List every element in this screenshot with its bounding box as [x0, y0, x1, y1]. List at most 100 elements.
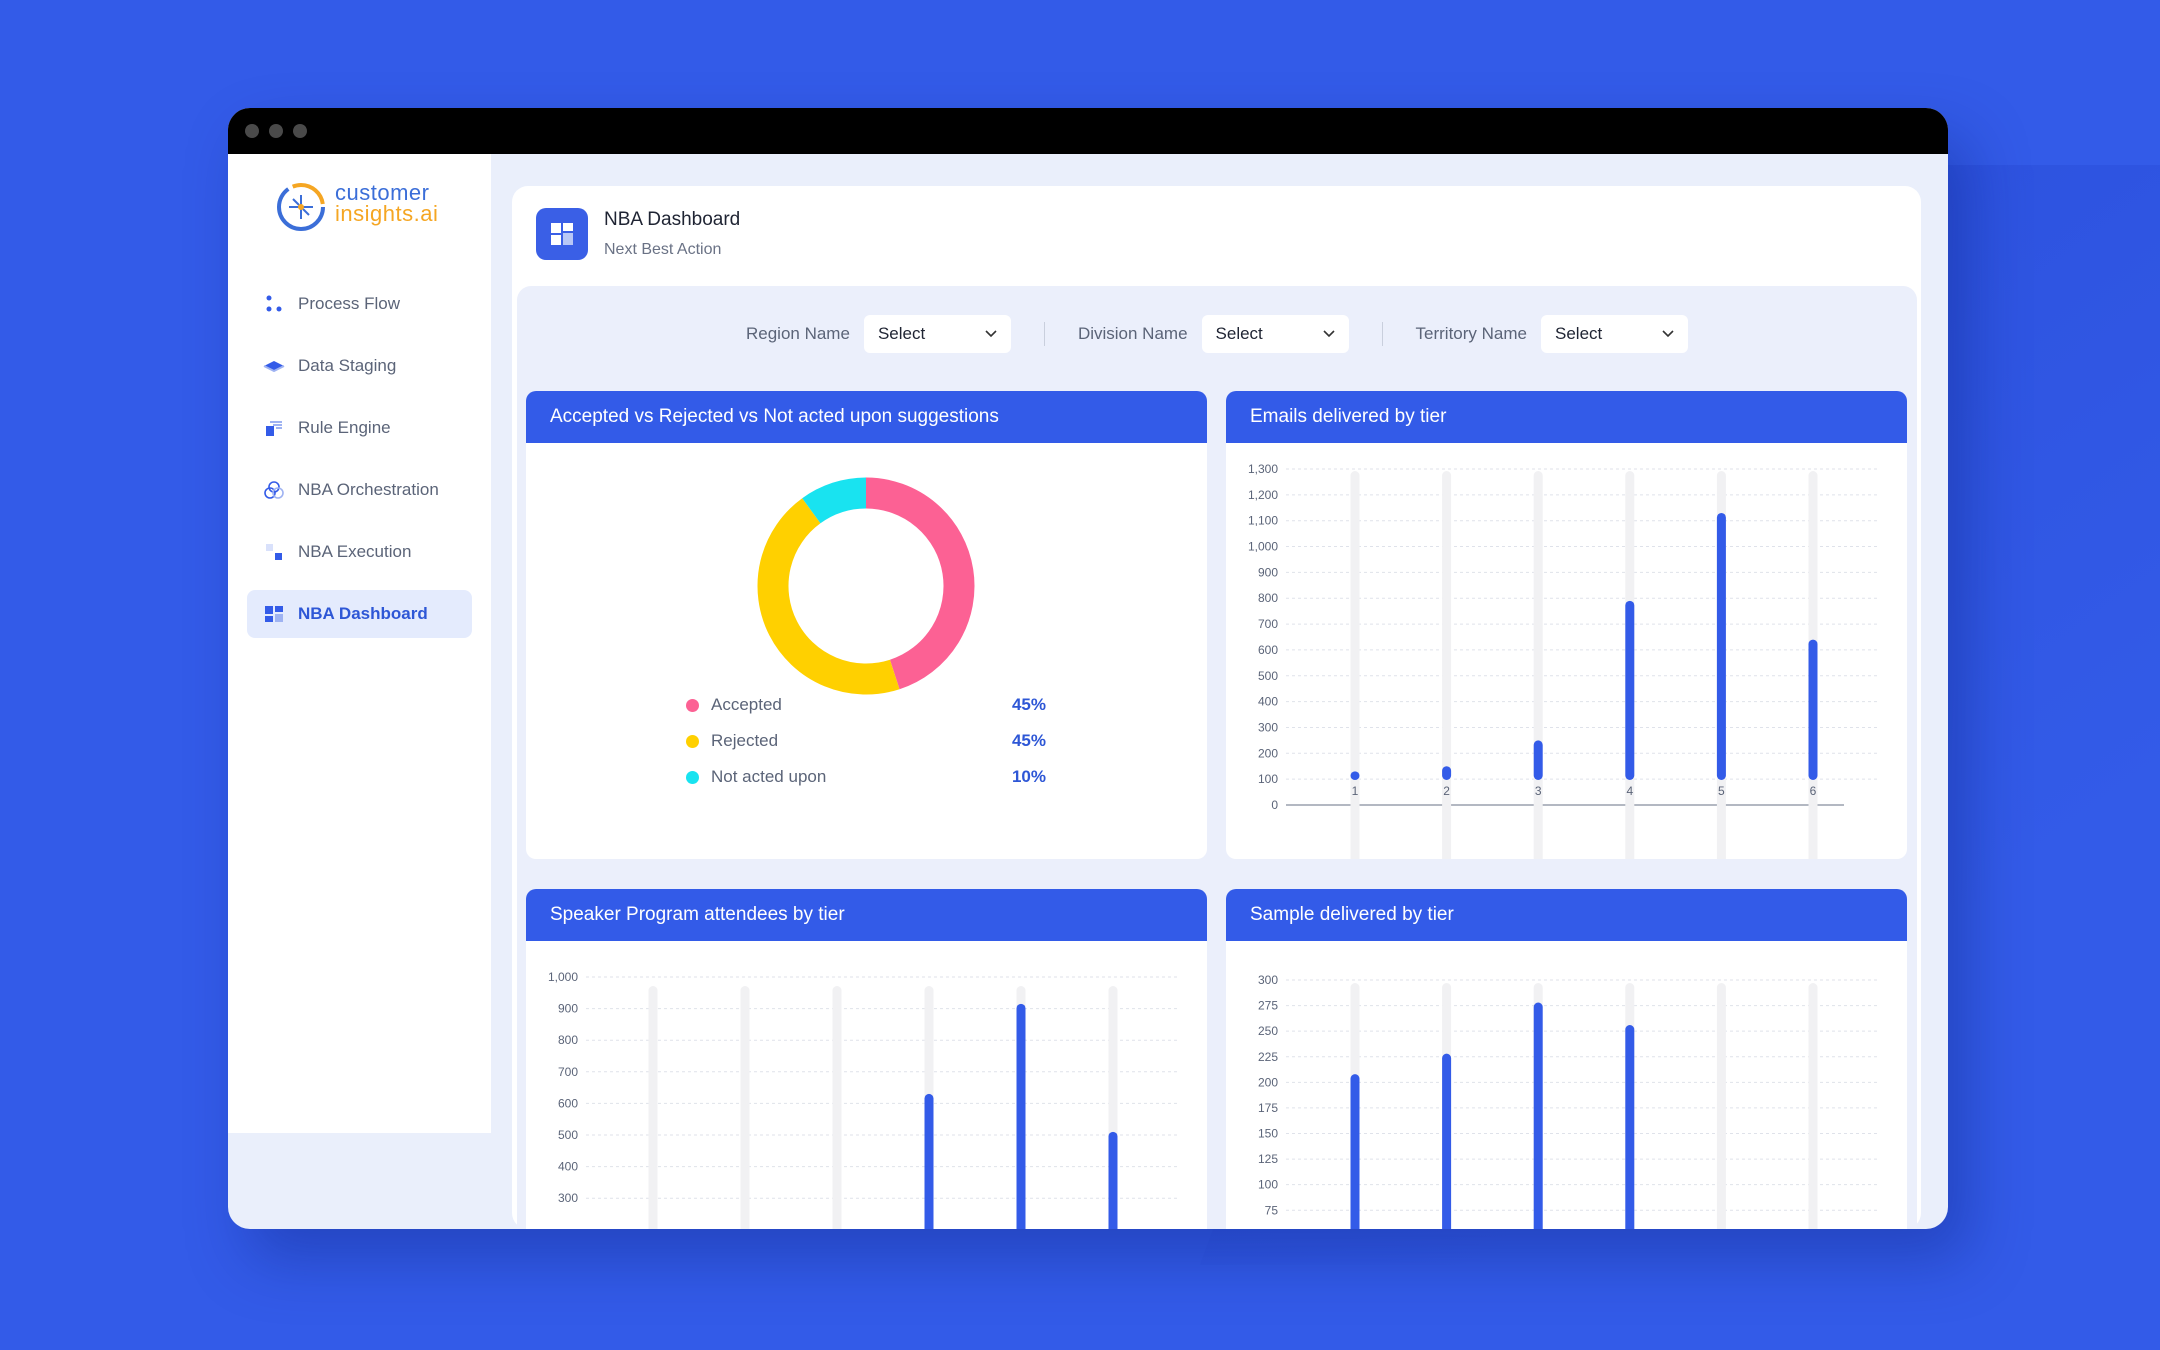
app-window: customer insights.ai Process Flow Data S…	[228, 108, 1948, 1229]
bar-tier-3[interactable]	[1533, 1002, 1543, 1229]
donut-slice-rejected[interactable]	[757, 498, 900, 695]
legend-item-rejected: Rejected 45%	[686, 723, 1046, 759]
donut-legend: Accepted 45% Rejected 45% Not acted upon…	[686, 687, 1046, 795]
filter-label: Territory Name	[1415, 324, 1527, 343]
bar-tier-6[interactable]	[1808, 639, 1818, 780]
y-tick-label: 700	[1258, 617, 1278, 631]
suggestions-chart-panel: Accepted vs Rejected vs Not acted upon s…	[526, 391, 1207, 859]
process-flow-icon	[263, 293, 285, 315]
logo-line-2: insights.ai	[335, 201, 439, 226]
select-value: Select	[877, 324, 926, 343]
bar-track	[648, 986, 658, 1229]
page-title: NBA Dashboard	[604, 209, 741, 230]
bar-tier-4[interactable]	[1625, 1025, 1635, 1229]
legend-swatch	[686, 770, 699, 784]
legend-value: 10%	[1011, 767, 1046, 786]
select-value: Select	[1215, 324, 1263, 343]
y-tick-label: 150	[1258, 1127, 1278, 1141]
sidebar-item-label: NBA Execution	[298, 542, 412, 561]
rule-engine-icon	[263, 417, 285, 439]
emails-chart-panel: Emails delivered by tier 0 100 200 300 400 50…	[1226, 391, 1907, 859]
sidebar-item-process-flow[interactable]: Process Flow	[247, 280, 472, 328]
bar-tier-5[interactable]	[1716, 512, 1726, 780]
chevron-down-icon	[1662, 330, 1674, 338]
speaker-bar-chart: 300 400 500 600 700 800 900 1,000	[548, 970, 1178, 1229]
y-tick-label: 1,000	[1248, 540, 1278, 554]
window-minimize-dot[interactable]	[269, 124, 283, 138]
chevron-down-icon	[985, 330, 997, 338]
y-tick-label: 300	[1258, 973, 1278, 987]
sidebar-item-data-staging[interactable]: Data Staging	[247, 342, 472, 390]
panel-title: Speaker Program attendees by tier	[526, 889, 1207, 941]
legend-value: 45%	[1011, 731, 1046, 750]
y-tick-label: 100	[1258, 1178, 1278, 1192]
dashboard-content: Region Name Select Division Name Select	[517, 286, 1917, 1229]
sidebar-nav: Process Flow Data Staging Rule Engine NB…	[247, 280, 472, 652]
filter-region: Region Name Select	[746, 315, 1011, 353]
y-tick-label: 500	[558, 1128, 578, 1142]
select-value: Select	[1555, 324, 1603, 343]
donut-slice-not-acted-upon[interactable]	[802, 477, 867, 524]
territory-select[interactable]: Select	[1541, 315, 1688, 353]
y-tick-label: 1,000	[548, 970, 578, 984]
sidebar: customer insights.ai Process Flow Data S…	[228, 154, 491, 1133]
logo-mark-icon	[277, 183, 325, 231]
logo[interactable]: customer insights.ai	[275, 176, 445, 238]
y-tick-label: 800	[558, 1033, 578, 1047]
filter-bar: Region Name Select Division Name Select	[517, 314, 1917, 354]
division-select[interactable]: Select	[1201, 315, 1349, 353]
y-tick-label: 600	[1258, 643, 1278, 657]
y-tick-label: 200	[1258, 1075, 1278, 1089]
legend-label: Not acted upon	[711, 767, 827, 786]
bar-tier-1[interactable]	[1350, 771, 1360, 780]
y-tick-label: 125	[1258, 1152, 1278, 1166]
chevron-down-icon	[1322, 330, 1335, 338]
y-tick-label: 175	[1258, 1101, 1278, 1115]
logo-text: customer insights.ai	[335, 180, 439, 226]
y-tick-label: 400	[558, 1160, 578, 1174]
logo-line-1: customer	[335, 180, 430, 205]
filter-divider	[1381, 322, 1383, 346]
main-area: NBA Dashboard Next Best Action Region Na…	[512, 186, 1921, 1229]
bar-track	[1350, 471, 1360, 859]
panel-title: Accepted vs Rejected vs Not acted upon s…	[526, 391, 1207, 443]
sample-chart-panel: Sample delivered by tier 75 100 125 150 175 2…	[1226, 889, 1907, 1229]
panel-title: Sample delivered by tier	[1226, 889, 1907, 941]
bar-track	[1533, 471, 1543, 859]
y-tick-label: 75	[1265, 1203, 1279, 1217]
bar-tier-4[interactable]	[1625, 600, 1635, 780]
y-tick-label: 500	[1258, 669, 1278, 683]
title-bar	[228, 108, 1948, 154]
sidebar-item-nba-orchestration[interactable]: NBA Orchestration	[247, 466, 472, 514]
x-tick-label: 3	[1535, 784, 1542, 798]
x-tick-label: 2	[1443, 784, 1450, 798]
sidebar-item-label: Data Staging	[298, 356, 397, 375]
bar-track	[1716, 983, 1726, 1229]
sample-bar-chart: 75 100 125 150 175 200 225 250 275 300	[1258, 973, 1878, 1229]
bar-tier-4[interactable]	[924, 1093, 934, 1229]
region-select[interactable]: Select	[863, 315, 1011, 353]
sidebar-item-rule-engine[interactable]: Rule Engine	[247, 404, 472, 452]
bar-tier-5[interactable]	[1016, 1003, 1026, 1229]
filter-division: Division Name Select	[1078, 315, 1349, 353]
sidebar-item-nba-dashboard[interactable]: NBA Dashboard	[247, 590, 472, 638]
sidebar-item-nba-execution[interactable]: NBA Execution	[247, 528, 472, 576]
y-tick-label: 800	[1258, 591, 1278, 605]
bar-tier-1[interactable]	[1350, 1074, 1360, 1229]
bar-tier-3[interactable]	[1533, 740, 1543, 780]
y-tick-label: 200	[1258, 746, 1278, 760]
bar-track	[1808, 983, 1818, 1229]
y-tick-label: 600	[558, 1096, 578, 1110]
x-tick-label: 4	[1626, 784, 1633, 798]
y-tick-label: 900	[1258, 565, 1278, 579]
donut-slice-accepted[interactable]	[865, 477, 975, 690]
bar-tier-2[interactable]	[1442, 1053, 1452, 1229]
bar-tier-6[interactable]	[1108, 1131, 1118, 1229]
bar-tier-2[interactable]	[1442, 766, 1452, 780]
x-tick-label: 1	[1352, 784, 1359, 798]
sidebar-item-label: Rule Engine	[298, 418, 391, 437]
window-close-dot[interactable]	[245, 124, 259, 138]
y-tick-label: 275	[1258, 999, 1278, 1013]
window-maximize-dot[interactable]	[293, 124, 307, 138]
legend-swatch	[686, 698, 699, 712]
